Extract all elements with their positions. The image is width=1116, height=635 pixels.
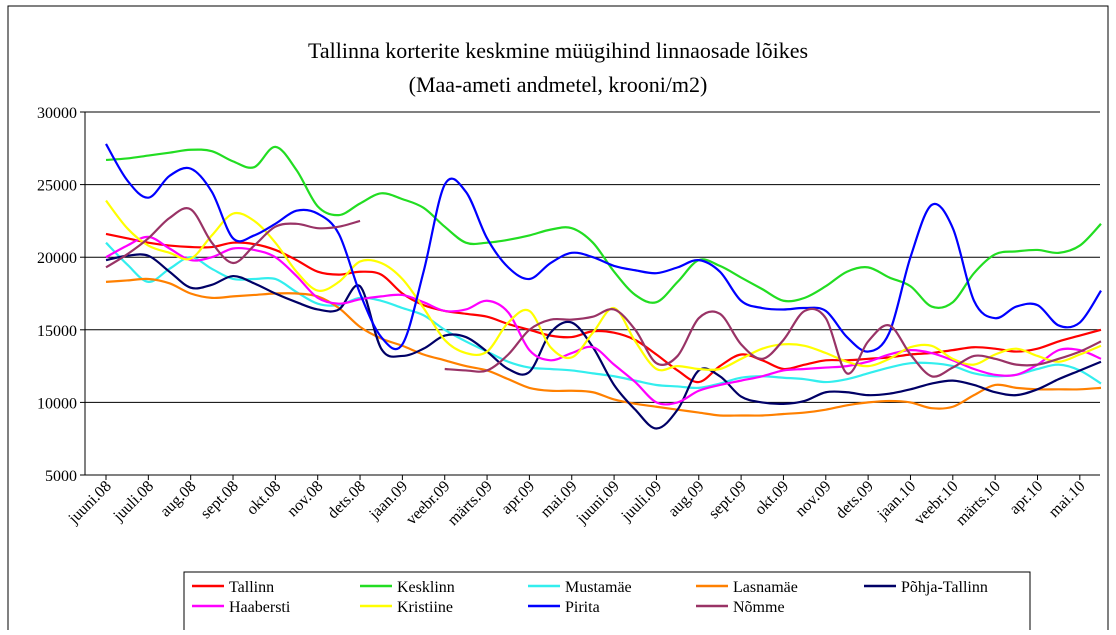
- y-tick-label: 20000: [37, 250, 77, 267]
- y-tick-label: 10000: [37, 395, 77, 412]
- y-tick-label: 5000: [45, 468, 77, 485]
- series-line: [105, 253, 1102, 430]
- legend-label: Pirita: [565, 599, 600, 616]
- chart-subtitle: (Maa-ameti andmetel, krooni/m2): [409, 72, 708, 97]
- y-tick-label: 15000: [37, 323, 77, 340]
- legend-label: Lasnamäe: [733, 579, 798, 596]
- y-tick-label: 30000: [37, 105, 77, 122]
- series-line: [105, 143, 1102, 353]
- chart-title: Tallinna korterite keskmine müügihind li…: [308, 38, 808, 63]
- series-line: [105, 207, 1102, 378]
- legend-box: [183, 571, 1031, 635]
- legend-label: Nõmme: [733, 599, 785, 616]
- series-line: [105, 241, 1102, 390]
- legend-label: Kristiine: [397, 599, 453, 616]
- plot-area: [85, 112, 1100, 475]
- series-line: [105, 235, 1102, 406]
- legend-label: Põhja-Tallinn: [901, 579, 988, 596]
- legend-label: Tallinn: [229, 579, 274, 596]
- legend-label: Haabersti: [229, 599, 291, 616]
- legend-label: Kesklinn: [397, 579, 455, 596]
- series-line: [105, 199, 1102, 372]
- legend-label: Mustamäe: [565, 579, 632, 596]
- y-tick-label: 25000: [37, 178, 77, 195]
- series-line: [105, 145, 1102, 309]
